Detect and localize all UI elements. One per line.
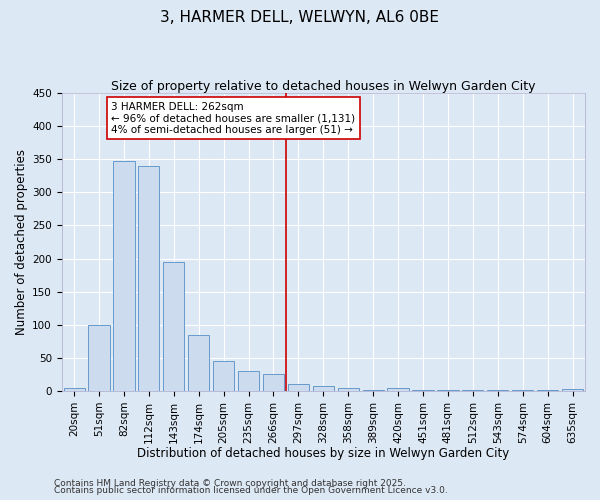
Text: Contains public sector information licensed under the Open Government Licence v3: Contains public sector information licen… bbox=[54, 486, 448, 495]
Title: Size of property relative to detached houses in Welwyn Garden City: Size of property relative to detached ho… bbox=[111, 80, 536, 93]
Bar bbox=[462, 390, 484, 391]
Bar bbox=[362, 390, 384, 391]
Bar bbox=[512, 390, 533, 391]
Bar bbox=[338, 388, 359, 391]
Text: 3 HARMER DELL: 262sqm
← 96% of detached houses are smaller (1,131)
4% of semi-de: 3 HARMER DELL: 262sqm ← 96% of detached … bbox=[112, 102, 356, 135]
Bar bbox=[487, 390, 508, 391]
Text: 3, HARMER DELL, WELWYN, AL6 0BE: 3, HARMER DELL, WELWYN, AL6 0BE bbox=[161, 10, 439, 25]
X-axis label: Distribution of detached houses by size in Welwyn Garden City: Distribution of detached houses by size … bbox=[137, 447, 509, 460]
Bar bbox=[163, 262, 184, 391]
Text: Contains HM Land Registry data © Crown copyright and database right 2025.: Contains HM Land Registry data © Crown c… bbox=[54, 478, 406, 488]
Bar bbox=[138, 166, 160, 391]
Bar bbox=[64, 388, 85, 391]
Bar bbox=[313, 386, 334, 391]
Bar bbox=[562, 389, 583, 391]
Bar bbox=[437, 390, 458, 391]
Bar bbox=[188, 336, 209, 391]
Bar bbox=[537, 390, 558, 391]
Bar bbox=[412, 390, 434, 391]
Y-axis label: Number of detached properties: Number of detached properties bbox=[15, 149, 28, 335]
Bar bbox=[88, 325, 110, 391]
Bar bbox=[288, 384, 309, 391]
Bar bbox=[213, 361, 234, 391]
Bar bbox=[238, 371, 259, 391]
Bar bbox=[263, 374, 284, 391]
Bar bbox=[113, 160, 134, 391]
Bar bbox=[388, 388, 409, 391]
